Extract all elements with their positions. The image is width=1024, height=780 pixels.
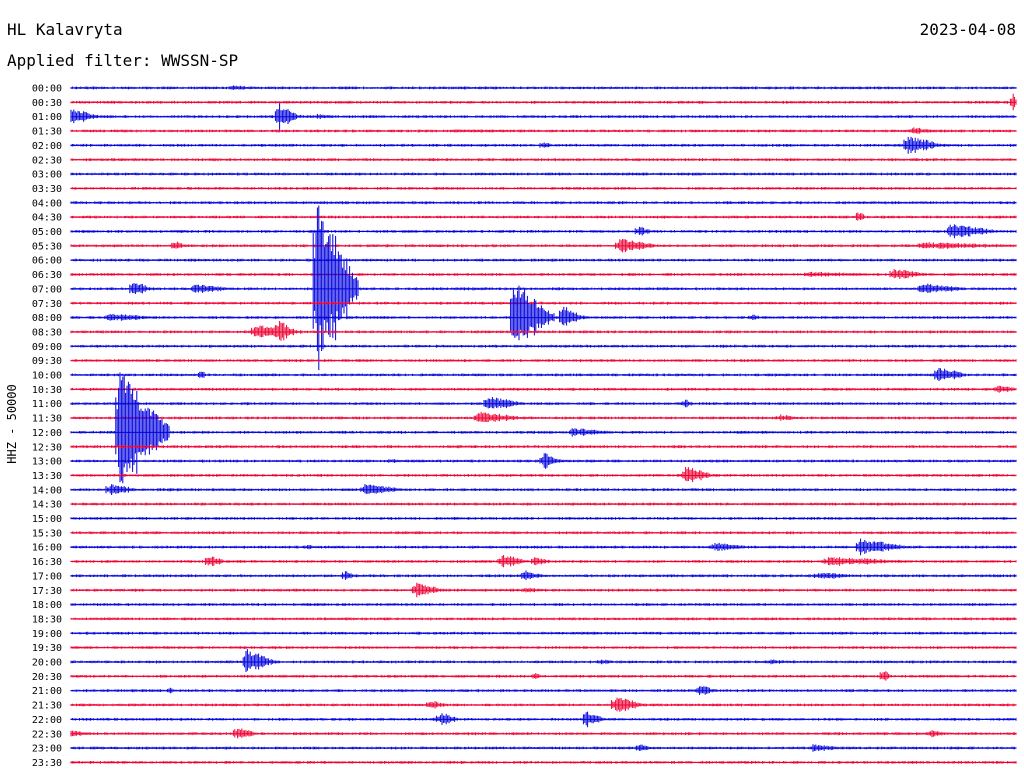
- time-tick-label: 06:30: [32, 270, 62, 281]
- time-tick-label: 09:30: [32, 356, 62, 367]
- time-tick-label: 04:30: [32, 213, 62, 224]
- time-tick-label: 16:00: [32, 543, 62, 554]
- station-title: HL Kalavryta: [7, 20, 123, 39]
- time-tick-label: 05:00: [32, 227, 62, 238]
- time-tick-label: 10:30: [32, 385, 62, 396]
- time-tick-label: 06:00: [32, 256, 62, 267]
- time-tick-label: 05:30: [32, 241, 62, 252]
- time-tick-label: 01:00: [32, 112, 62, 123]
- time-tick-label: 21:00: [32, 686, 62, 697]
- time-tick-label: 08:00: [32, 313, 62, 324]
- time-tick-label: 02:30: [32, 155, 62, 166]
- trace-row-1130: [70, 411, 1017, 423]
- trace-row-1330: [70, 467, 1017, 483]
- time-tick-label: 10:00: [32, 371, 62, 382]
- time-tick-label: 22:30: [32, 729, 62, 740]
- time-tick-label: 08:30: [32, 327, 62, 338]
- time-tick-label: 00:00: [32, 84, 62, 95]
- time-tick-label: 07:30: [32, 299, 62, 310]
- time-tick-label: 11:30: [32, 414, 62, 425]
- time-tick-label: 23:00: [32, 744, 62, 755]
- trace-row-1100: [70, 397, 1017, 409]
- time-tick-label: 07:00: [32, 284, 62, 295]
- trace-row-0830: [70, 321, 1017, 341]
- time-tick-label: 11:00: [32, 399, 62, 410]
- time-tick-label: 03:30: [32, 184, 62, 195]
- time-tick-label: 19:00: [32, 629, 62, 640]
- time-tick-label: 00:30: [32, 98, 62, 109]
- trace-row-2000: [70, 649, 1017, 672]
- time-tick-label: 12:30: [32, 442, 62, 453]
- time-tick-label: 18:00: [32, 600, 62, 611]
- time-tick-label: 19:30: [32, 643, 62, 654]
- time-tick-label: 14:00: [32, 485, 62, 496]
- time-tick-label: 23:30: [32, 758, 62, 769]
- time-tick-label: 17:00: [32, 571, 62, 582]
- time-tick-label: 17:30: [32, 586, 62, 597]
- time-tick-label: 14:30: [32, 500, 62, 511]
- time-tick-label: 09:00: [32, 342, 62, 353]
- time-tick-label: 12:00: [32, 428, 62, 439]
- time-tick-label: 22:00: [32, 715, 62, 726]
- time-tick-label: 15:00: [32, 514, 62, 525]
- time-tick-label: 20:30: [32, 672, 62, 683]
- time-tick-label: 13:00: [32, 457, 62, 468]
- time-tick-label: 20:00: [32, 658, 62, 669]
- time-tick-label: 04:00: [32, 198, 62, 209]
- date-label: 2023-04-08: [919, 20, 1016, 39]
- time-tick-label: 16:30: [32, 557, 62, 568]
- time-tick-label: 01:30: [32, 127, 62, 138]
- time-tick-label: 03:00: [32, 170, 62, 181]
- time-tick-label: 18:30: [32, 614, 62, 625]
- time-tick-label: 13:30: [32, 471, 62, 482]
- trace-row-1700: [70, 570, 1017, 581]
- time-tick-label: 21:30: [32, 701, 62, 712]
- filter-label: Applied filter: WWSSN-SP: [7, 51, 239, 70]
- time-tick-label: 15:30: [32, 528, 62, 539]
- time-tick-label: 02:00: [32, 141, 62, 152]
- trace-row-0430: [70, 212, 1017, 221]
